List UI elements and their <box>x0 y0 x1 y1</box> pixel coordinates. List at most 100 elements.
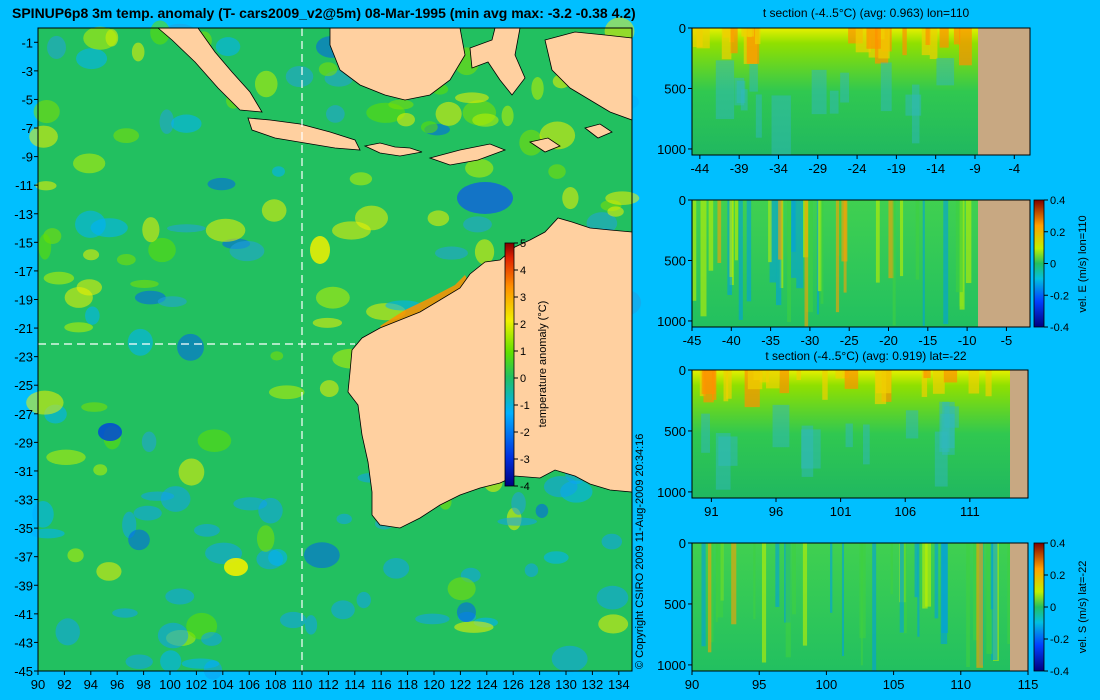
section-vel-s-section-velocity-band <box>710 543 714 643</box>
map-anomaly-blob <box>463 216 492 233</box>
section-vel-s-section-velocity-band <box>966 543 970 668</box>
map-x-tick-label: 94 <box>84 677 98 692</box>
section-t-section-lat-surface-feature <box>796 370 802 380</box>
section-t-lat-frame <box>691 369 1029 499</box>
map-x-tick-label: 132 <box>582 677 604 692</box>
section-vel-s-section-velocity-band <box>860 543 863 666</box>
map-anomaly-blob <box>531 76 544 100</box>
section-t-section-lat-surface-feature <box>923 370 931 379</box>
map-x-tick-label: 128 <box>529 677 551 692</box>
section-t-section-lon-x-tick-label: -34 <box>769 161 788 176</box>
map-anomaly-blob <box>85 306 100 325</box>
section-t-section-lon-surface-feature <box>721 28 732 60</box>
map-anomaly-blob <box>349 172 373 186</box>
section-vel-s-section-x-tick-label: 115 <box>1018 677 1039 692</box>
section-t-section-lon-x-tick-label: -19 <box>887 161 906 176</box>
map-anomaly-blob <box>46 449 86 465</box>
map-anomaly-blob <box>93 464 108 476</box>
map-anomaly-blob <box>596 585 629 610</box>
section-t-section-lat-x-tick-label: 96 <box>769 504 783 519</box>
map-anomaly-blob <box>125 654 153 670</box>
section-vel-e-section-velocity-band <box>778 200 783 260</box>
section-vel-e-section-velocity-band <box>717 200 722 263</box>
section-vel-s-section-x-tick-label: 90 <box>685 677 699 692</box>
section-vel-e-section-velocity-band <box>875 200 880 283</box>
section-t-section-lat-surface-feature <box>874 370 887 405</box>
map-y-tick-label: -37 <box>14 550 33 565</box>
map-coastal-warm-band <box>380 275 470 332</box>
section-t-lat-y-ticks: 0 500 1000 <box>657 363 692 500</box>
map-x-tick-label: 126 <box>502 677 524 692</box>
map-anomaly-blob <box>415 613 450 625</box>
map-anomaly-blob <box>474 239 495 265</box>
map-anomaly-blob <box>607 206 624 217</box>
section-vel-s-section-x-tick-label: 110 <box>950 677 971 692</box>
section-vel-s-section-velocity-band <box>890 543 893 595</box>
map-x-tick-label: 100 <box>159 677 181 692</box>
section-vel-e-section-velocity-band <box>835 200 840 313</box>
map-anomaly-blob <box>141 431 157 453</box>
map-y-tick-label: -33 <box>14 493 33 508</box>
section-t-section-lon-surface-feature <box>953 28 961 45</box>
section-t-lon-x-ticks: -44 -39 -34 -29 -24 -19 -14 -9 -4 <box>690 155 1020 176</box>
section-t-section-lat-surface-feature <box>765 370 780 389</box>
map-anomaly-blob <box>171 114 202 133</box>
map-anomaly-blob <box>336 513 352 525</box>
section-vel-e-x-ticks: -45 -40 -35 -30 -25 -20 -15 -10 -5 <box>683 327 1013 348</box>
map-anomaly-blob <box>130 279 159 288</box>
section-t-section-lon-surface-feature <box>877 28 885 40</box>
map-land <box>156 27 633 529</box>
map-anomaly-blob <box>331 600 355 620</box>
section-t-section-lat-surface-feature <box>779 370 790 394</box>
map-colorbar-tick-label: -3 <box>520 454 530 466</box>
section-vel-s-section-velocity-band <box>914 543 919 598</box>
section-t-section-lat-x-tick-label: 106 <box>894 504 916 519</box>
section-t-lon-features <box>692 28 972 155</box>
section-t-section-lat-y-tick-label: 1000 <box>657 485 686 500</box>
section-vel-s-section-velocity-band <box>707 543 712 653</box>
section-vel-e-section-velocity-band <box>955 200 963 293</box>
section-vel-e-section-y-tick-label: 500 <box>664 253 686 268</box>
map-anomaly-blob <box>131 42 145 62</box>
map-anomaly-blob <box>303 542 340 569</box>
section-t-lat-features <box>699 370 992 490</box>
map-panel: 90 92 94 96 98 100 102 104 106 108 110 112 114 116 118… <box>14 17 642 692</box>
section-vel-s-section-velocity-band <box>785 543 791 658</box>
section-vel-e-section-colorbar-tick-label: -0.4 <box>1050 322 1069 334</box>
map-y-tick-label: -9 <box>21 150 33 165</box>
map-x-tick-label: 106 <box>238 677 260 692</box>
section-vel-s-section-y-tick-label: 500 <box>664 597 686 612</box>
map-anomaly-blob <box>355 205 389 231</box>
map-frame <box>37 27 633 672</box>
section-vel-s-section-velocity-band <box>753 543 756 620</box>
section-t-section-lat-surface-feature <box>747 370 763 390</box>
map-anomaly-blob <box>47 35 66 60</box>
map-y-tick-label: -29 <box>14 435 33 450</box>
section-t-section-lon-surface-feature <box>878 28 890 59</box>
section-t-section-lon-y-tick-label: 1000 <box>657 142 686 157</box>
section-vel-s-section-velocity-band <box>899 543 904 633</box>
section-vel-e-section-colorbar-tick-label: 0.4 <box>1050 195 1065 207</box>
section-vel-e-y-ticks: 0 500 1000 <box>657 193 692 329</box>
map-anomaly-blob <box>447 577 476 601</box>
section-t-section-lat-x-tick-label: 91 <box>704 504 718 519</box>
section-t-section-lat-surface-feature <box>932 370 945 394</box>
section-t-section-lat-surface-feature <box>822 370 828 400</box>
map-y-tick-label: -19 <box>14 292 33 307</box>
map-anomaly-blob <box>33 100 60 124</box>
map-anomaly-blob <box>254 70 278 98</box>
map-colorbar-ticks: 5 4 3 2 1 0 -1 -2 -3 -4 <box>514 238 530 493</box>
section-t-section-lon-surface-feature <box>929 28 938 60</box>
section-vel-e-section-x-tick-label: -30 <box>801 333 820 348</box>
map-warm-eddy <box>310 236 330 264</box>
section-vel-e-section-x-tick-label: -5 <box>1001 333 1013 348</box>
map-anomaly-blob <box>285 65 314 88</box>
map-anomaly-blob <box>501 105 514 127</box>
map-y-tick-label: -21 <box>14 321 33 336</box>
section-vel-s-section-x-tick-label: 95 <box>752 677 766 692</box>
section-t-section-lat-surface-feature <box>921 370 928 397</box>
section-t-section-lon-deep-feature <box>911 84 920 144</box>
section-vel-s-section-velocity-band <box>917 543 920 637</box>
section-vel-e-section-colorbar-tick-label: -0.2 <box>1050 290 1069 302</box>
